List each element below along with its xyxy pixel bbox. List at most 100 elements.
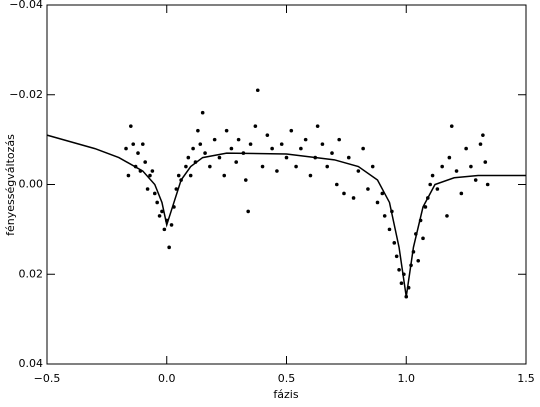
data-point	[481, 133, 485, 137]
data-point	[399, 281, 404, 286]
data-point	[366, 187, 370, 191]
y-tick-label: −0.02	[9, 88, 43, 101]
data-point	[485, 182, 490, 187]
data-point	[421, 236, 425, 241]
data-point	[375, 200, 380, 205]
data-point	[126, 173, 131, 178]
data-point	[275, 169, 279, 173]
data-point	[320, 142, 325, 146]
data-point	[308, 173, 313, 178]
data-point	[478, 142, 483, 146]
x-tick-label: 0.0	[158, 372, 176, 385]
data-point	[157, 214, 162, 218]
data-point	[162, 227, 167, 232]
data-point	[440, 164, 444, 169]
data-point	[150, 169, 155, 173]
data-point	[330, 151, 334, 155]
data-point	[243, 178, 248, 182]
data-point	[279, 142, 284, 146]
data-point	[435, 187, 440, 191]
data-point	[234, 160, 239, 164]
data-point	[447, 155, 452, 160]
data-point	[196, 128, 200, 133]
data-point	[141, 142, 145, 146]
data-point	[397, 267, 401, 272]
data-point	[176, 173, 181, 178]
data-point	[382, 214, 387, 218]
data-point	[334, 182, 339, 187]
data-point	[217, 155, 222, 160]
data-point	[303, 137, 308, 142]
data-point	[289, 128, 294, 133]
data-point	[212, 137, 217, 142]
y-axis-label: fényességváltozás	[4, 134, 17, 236]
y-tick-label: 0.04	[19, 357, 44, 370]
data-point	[265, 133, 270, 137]
data-point	[188, 173, 193, 178]
data-point	[380, 191, 385, 196]
data-point	[325, 164, 330, 169]
data-point	[361, 146, 365, 151]
data-point	[229, 146, 234, 151]
data-point	[129, 124, 133, 128]
data-point	[294, 164, 298, 169]
data-point	[143, 160, 147, 164]
data-point	[236, 137, 241, 142]
data-point	[342, 191, 346, 196]
data-point	[246, 209, 250, 214]
data-point	[394, 254, 399, 259]
data-point	[131, 142, 136, 146]
data-point	[145, 187, 150, 191]
data-point	[370, 164, 375, 169]
data-point	[198, 142, 203, 146]
data-point	[203, 151, 207, 155]
data-point	[224, 128, 229, 133]
model-curve	[46, 134, 526, 297]
y-tick-label: 0.00	[19, 178, 44, 191]
data-point	[392, 241, 397, 245]
data-point	[169, 223, 174, 227]
data-point	[473, 178, 478, 182]
x-tick-label: −0.5	[34, 372, 61, 385]
data-point	[186, 155, 191, 160]
plot-frame	[46, 4, 527, 365]
data-point	[222, 173, 227, 178]
data-point	[270, 146, 274, 151]
data-point	[449, 124, 454, 128]
y-tick-label: 0.02	[19, 267, 44, 280]
data-point	[469, 164, 473, 169]
data-point	[454, 169, 459, 173]
data-point	[124, 146, 128, 151]
data-point	[423, 205, 428, 209]
data-point	[416, 258, 421, 263]
data-point	[255, 88, 260, 93]
data-point	[136, 151, 140, 155]
data-point	[315, 124, 320, 128]
data-point	[464, 146, 468, 151]
data-point	[356, 169, 361, 173]
x-tick-label: 1.0	[398, 372, 416, 385]
data-point	[167, 245, 171, 250]
data-point	[337, 137, 341, 142]
data-point	[152, 191, 157, 196]
data-point	[346, 155, 351, 160]
data-point	[148, 173, 152, 178]
data-point	[299, 146, 303, 151]
data-point	[445, 214, 449, 218]
data-point	[208, 164, 212, 169]
data-point	[191, 146, 195, 151]
data-point	[387, 227, 392, 232]
y-tick-label: −0.04	[9, 0, 43, 11]
x-tick-label: 1.5	[517, 372, 535, 385]
data-point	[351, 196, 356, 200]
data-point	[459, 191, 464, 196]
data-point	[430, 173, 435, 178]
data-point	[155, 200, 159, 205]
data-point	[483, 160, 488, 164]
data-point	[260, 164, 265, 169]
data-point	[248, 142, 253, 146]
data-point	[284, 155, 289, 160]
data-point	[200, 110, 205, 115]
data-point	[428, 182, 433, 187]
